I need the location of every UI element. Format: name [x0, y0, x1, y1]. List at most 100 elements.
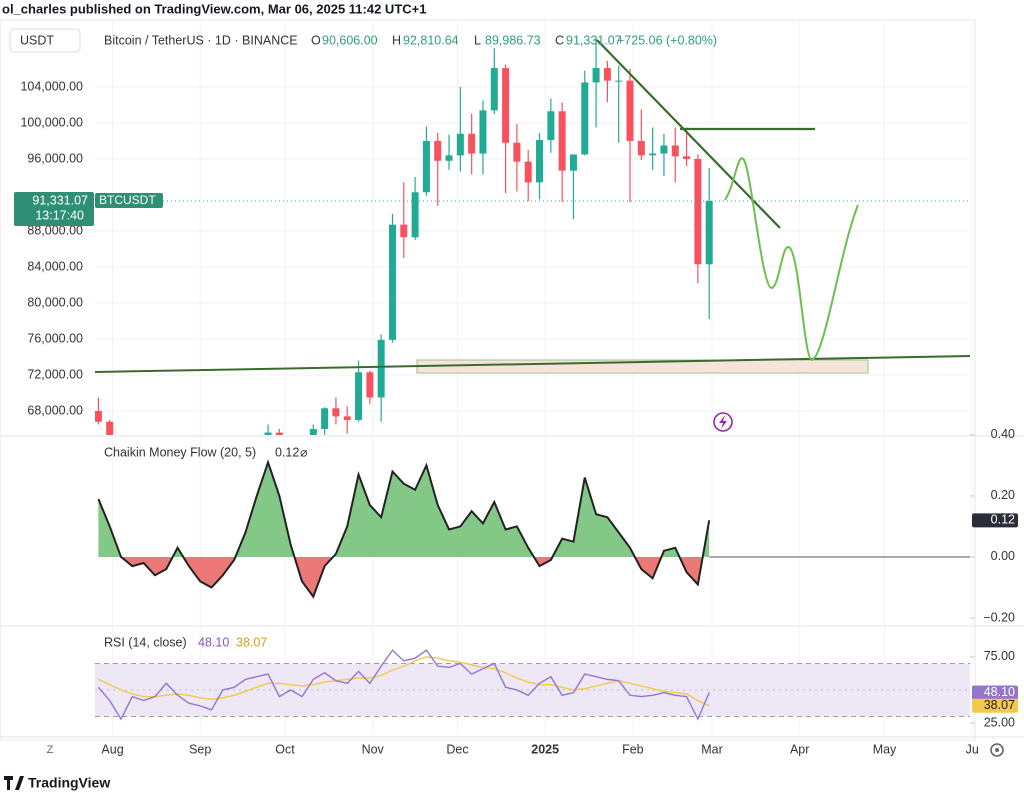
- y-tick-label: −0.20: [983, 610, 1015, 624]
- ohlc-key: O: [311, 33, 321, 47]
- projection-path: [724, 157, 859, 362]
- x-tick-label: Sep: [189, 742, 211, 756]
- cmf-badge: 0.12: [991, 513, 1015, 527]
- candle-body: [388, 224, 396, 340]
- chart-frame: [0, 19, 976, 741]
- ohlc-value: 90,606.00: [322, 33, 378, 47]
- candle-body: [705, 200, 713, 265]
- y-tick-label: 76,000.00: [27, 331, 83, 345]
- countdown: 13:17:40: [35, 208, 84, 222]
- y-tick-label: 80,000.00: [27, 295, 83, 309]
- support-trendline: [95, 355, 970, 373]
- candle-body: [411, 192, 419, 238]
- candle-body: [343, 416, 351, 420]
- rsi-title: RSI (14, close): [104, 635, 187, 649]
- rsi-ma-value: 38.07: [236, 635, 267, 649]
- y-tick-label: 100,000.00: [20, 115, 83, 129]
- candle-body: [400, 224, 408, 238]
- ohlc-value: 92,810.64: [403, 33, 459, 47]
- y-tick-label: 88,000.00: [27, 223, 83, 237]
- resistance-trendline: [596, 39, 781, 229]
- x-tick-label: Mar: [701, 742, 723, 756]
- rsi-value: 48.10: [198, 635, 229, 649]
- candle-body: [513, 142, 521, 162]
- candle-body: [377, 339, 385, 398]
- rsi-badge-box: [972, 698, 1018, 713]
- candle-body: [264, 432, 272, 435]
- cmf-badge-box: [972, 513, 1018, 528]
- y-tick-label: 0.20: [991, 488, 1015, 502]
- x-tick-label: Aug: [101, 742, 123, 756]
- cmf-area: [98, 462, 710, 597]
- candle-body: [603, 68, 611, 81]
- x-tick-label: Oct: [275, 742, 295, 756]
- candle-body: [637, 140, 645, 156]
- last-price-label: 91,331.07: [32, 193, 88, 207]
- candle-body: [626, 80, 634, 141]
- series-name-box: [95, 192, 163, 208]
- symbol-box[interactable]: [9, 28, 81, 53]
- ohlc-value: 91,331.07: [566, 33, 622, 47]
- x-tick-label: Apr: [790, 742, 809, 756]
- ohlc-key: H: [392, 33, 401, 47]
- candle-body: [569, 154, 577, 171]
- rsi-badge: 48.10: [984, 685, 1015, 699]
- ohlc-legend: O 90,606.00 H 92,810.64 L 89,986.73 C 91,331.07: [311, 33, 622, 47]
- candle-body: [95, 410, 102, 422]
- candle-body: [456, 133, 464, 156]
- candle-body: [434, 140, 442, 161]
- ohlc-value: 89,986.73: [485, 33, 541, 47]
- candle-body: [106, 421, 114, 435]
- ohlc-key: C: [555, 33, 564, 47]
- series-name: BTCUSDT: [99, 193, 156, 207]
- candle-body: [468, 133, 476, 154]
- scale-button[interactable]: Z: [47, 744, 54, 756]
- y-tick-label: 72,000.00: [27, 367, 83, 381]
- x-tick-label: 2025: [531, 742, 559, 756]
- change: +725.06 (+0.80%): [617, 33, 717, 47]
- y-tick-label: 104,000.00: [20, 79, 83, 93]
- drawings: [95, 39, 970, 432]
- candle-body: [321, 408, 329, 429]
- candle-body: [558, 111, 566, 171]
- candle-body: [592, 68, 600, 83]
- y-tick-label: 25.00: [984, 715, 1015, 729]
- rsi-badge-box: [972, 685, 1018, 700]
- settings-icon[interactable]: [990, 743, 1004, 757]
- candle-body: [581, 82, 589, 155]
- candle-body: [671, 145, 679, 157]
- candle-body: [275, 432, 283, 435]
- rsi-line: [98, 656, 710, 707]
- y-tick-label: 0.00: [991, 549, 1015, 563]
- y-tick-label: 75.00: [984, 649, 1015, 663]
- hide-icon[interactable]: ⌀: [300, 445, 308, 459]
- candle-body: [683, 156, 691, 159]
- x-tick-label: Dec: [446, 742, 468, 756]
- y-tick-label: 84,000.00: [27, 259, 83, 273]
- candle-body: [332, 408, 340, 417]
- rsi: [97, 649, 710, 721]
- cmf-title: Chaikin Money Flow (20, 5): [104, 445, 256, 459]
- settings-icon-center: [995, 748, 999, 752]
- candle-body: [366, 372, 374, 398]
- marks-layer: [95, 37, 970, 721]
- logo: TradingView: [28, 775, 110, 791]
- logo-mark: [4, 776, 24, 790]
- candles: [95, 37, 713, 435]
- cmf: [97, 459, 711, 599]
- candle-body: [479, 110, 487, 154]
- publisher: ol_charles published on TradingView.com,…: [2, 1, 426, 16]
- candle-body: [422, 140, 430, 193]
- rsi-line: [97, 649, 710, 721]
- ohlc-key: L: [474, 33, 481, 47]
- symbol: USDT: [20, 33, 54, 47]
- y-tick-label: 96,000.00: [27, 151, 83, 165]
- x-tick-label: Nov: [362, 742, 385, 756]
- candle-body: [309, 428, 317, 435]
- candle-body: [524, 161, 532, 183]
- cmf-line: [97, 459, 711, 599]
- series-title: Bitcoin / TetherUS · 1D · BINANCE: [104, 33, 298, 47]
- candle-body: [445, 155, 453, 161]
